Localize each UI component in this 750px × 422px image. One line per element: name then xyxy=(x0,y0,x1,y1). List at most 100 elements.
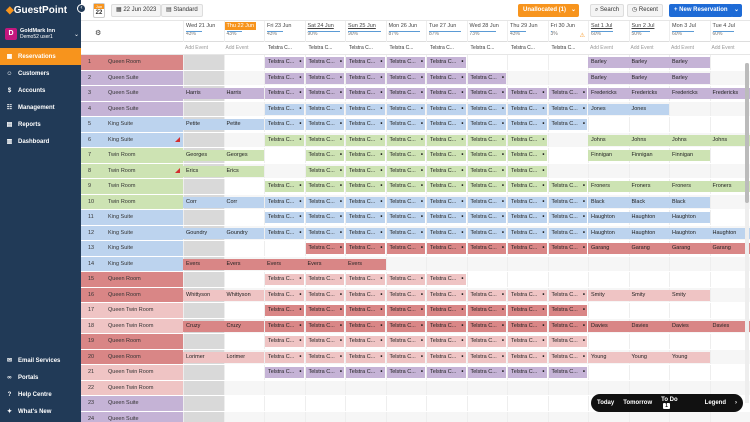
booking-block[interactable]: Telstra C... • xyxy=(265,367,304,378)
booking-block[interactable]: Telstra C... • xyxy=(305,196,344,208)
add-event-button[interactable]: Add Event xyxy=(630,45,654,51)
grid-cell[interactable] xyxy=(588,303,629,318)
booking-block[interactable]: Telstra C... • xyxy=(346,227,385,239)
booking-block[interactable]: Young xyxy=(628,351,669,363)
grid-cell[interactable] xyxy=(669,303,710,318)
event-chip[interactable]: Telstra C... xyxy=(511,45,535,51)
add-event-button[interactable]: Add Event xyxy=(225,45,249,51)
booking-block[interactable]: Telstra C... • xyxy=(467,227,506,239)
room-name[interactable]: King Suite xyxy=(103,241,183,256)
room-name[interactable]: Queen Room xyxy=(103,349,183,364)
booking-block[interactable]: Telstra C... • xyxy=(427,119,466,130)
booking-block[interactable]: Barley xyxy=(588,57,629,68)
booking-block[interactable]: Black xyxy=(628,196,669,208)
booking-block[interactable]: Telstra C... • xyxy=(346,88,385,99)
grid-cell[interactable] xyxy=(628,334,670,349)
booking-block[interactable]: Telstra C... • xyxy=(265,196,304,208)
day-header[interactable]: Sat 24 Jun 90% xyxy=(304,21,346,42)
grid-cell[interactable] xyxy=(304,117,346,132)
grid-cell[interactable] xyxy=(466,396,508,411)
booking-block[interactable]: Barley xyxy=(628,72,669,84)
grid-cell[interactable] xyxy=(385,86,427,101)
grid-cell[interactable] xyxy=(547,55,589,70)
booking-block[interactable]: Barley xyxy=(669,57,710,68)
booking-block[interactable]: Telstra C... • xyxy=(265,351,304,363)
booking-block[interactable]: Johns xyxy=(669,134,710,146)
booking-block[interactable]: Telstra C... • xyxy=(346,72,385,84)
booking-block[interactable]: Telstra C... • xyxy=(427,351,466,363)
event-chip[interactable]: Telstra C... xyxy=(308,45,333,51)
grid-cell[interactable] xyxy=(466,334,508,349)
grid-cell[interactable] xyxy=(426,179,467,194)
grid-cell[interactable] xyxy=(709,163,750,178)
grid-cell[interactable] xyxy=(507,411,548,422)
booking-block[interactable]: Telstra C... • xyxy=(467,165,506,177)
grid-cell[interactable] xyxy=(709,380,750,395)
grid-cell[interactable] xyxy=(709,70,750,85)
grid-cell[interactable] xyxy=(628,163,669,178)
booking-block[interactable]: Telstra C... • xyxy=(305,289,344,301)
booking-block[interactable]: Barley xyxy=(588,72,629,84)
booking-block[interactable]: Telstra C... • xyxy=(346,165,385,177)
grid-cell[interactable] xyxy=(223,334,265,349)
booking-block[interactable]: Telstra C... • xyxy=(548,88,587,99)
booking-block[interactable]: Finnigan xyxy=(669,150,710,161)
grid-cell[interactable] xyxy=(264,163,305,178)
booking-block[interactable]: Erics xyxy=(223,165,264,177)
unallocated-button[interactable]: Unallocated (1) xyxy=(518,4,572,17)
grid-cell[interactable] xyxy=(588,365,629,380)
booking-block[interactable]: Georges xyxy=(223,150,264,161)
booking-block[interactable]: Telstra C... • xyxy=(346,243,385,254)
grid-cell[interactable] xyxy=(466,55,508,70)
booking-block[interactable]: Petite xyxy=(223,119,264,130)
booking-block[interactable]: Fredericks xyxy=(628,88,669,99)
grid-cell[interactable] xyxy=(507,179,548,194)
nav-item-reports[interactable]: ▤ Reports xyxy=(0,116,81,133)
room-name[interactable]: King Suite xyxy=(103,117,183,132)
booking-block[interactable]: Telstra C... • xyxy=(386,243,425,254)
grid-cell[interactable] xyxy=(669,334,710,349)
booking-block[interactable]: Telstra C... • xyxy=(427,165,466,177)
grid-cell[interactable] xyxy=(345,210,386,225)
add-event-button[interactable]: Add Event xyxy=(671,45,695,51)
booking-block[interactable]: Garang xyxy=(709,243,750,254)
booking-block[interactable]: Finnigan xyxy=(588,150,629,161)
booking-block[interactable]: Telstra C... • xyxy=(427,57,466,68)
booking-block[interactable]: Telstra C... • xyxy=(305,212,344,223)
grid-cell[interactable] xyxy=(183,303,224,318)
grid-cell[interactable] xyxy=(507,241,548,256)
nav-item-email-services[interactable]: ✉ Email Services xyxy=(0,352,81,369)
grid-cell[interactable] xyxy=(223,411,264,422)
grid-cell[interactable] xyxy=(385,396,427,411)
grid-cell[interactable] xyxy=(466,148,508,163)
grid-cell[interactable] xyxy=(264,148,305,163)
grid-cell[interactable] xyxy=(183,241,224,256)
grid-cell[interactable] xyxy=(547,210,589,225)
booking-block[interactable]: Telstra C... • xyxy=(346,274,385,285)
grid-cell[interactable] xyxy=(304,148,346,163)
grid-cell[interactable] xyxy=(426,365,467,380)
day-header[interactable]: Mon 26 Jun 87% xyxy=(385,21,427,42)
room-name[interactable]: Queen Suite xyxy=(103,101,183,116)
grid-cell[interactable] xyxy=(547,334,589,349)
grid-cell[interactable] xyxy=(507,396,548,411)
booking-block[interactable]: Telstra C... • xyxy=(265,274,304,285)
grid-cell[interactable] xyxy=(507,117,548,132)
grid-cell[interactable] xyxy=(183,411,224,422)
grid-cell[interactable] xyxy=(426,55,467,70)
booking-block[interactable]: Telstra C... • xyxy=(386,181,425,192)
booking-block[interactable]: Haughton xyxy=(628,212,669,223)
grid-cell[interactable] xyxy=(669,380,710,395)
nav-item-dashboard[interactable]: ▥ Dashboard xyxy=(0,133,81,150)
chevron-down-icon[interactable]: ⌄ xyxy=(568,4,580,17)
booking-block[interactable]: Haughton xyxy=(588,212,629,223)
booking-block[interactable]: Telstra C... • xyxy=(265,103,304,115)
booking-block[interactable]: Froners xyxy=(588,181,629,192)
booking-block[interactable]: Telstra C... • xyxy=(305,150,344,161)
booking-block[interactable]: Telstra C... • xyxy=(346,134,385,146)
room-name[interactable]: Queen Twin Room xyxy=(103,318,183,333)
grid-cell[interactable] xyxy=(385,55,427,70)
booking-block[interactable]: Telstra C... • xyxy=(265,336,304,347)
room-name[interactable]: Twin Room xyxy=(103,179,183,194)
booking-block[interactable]: Telstra C... • xyxy=(508,181,547,192)
